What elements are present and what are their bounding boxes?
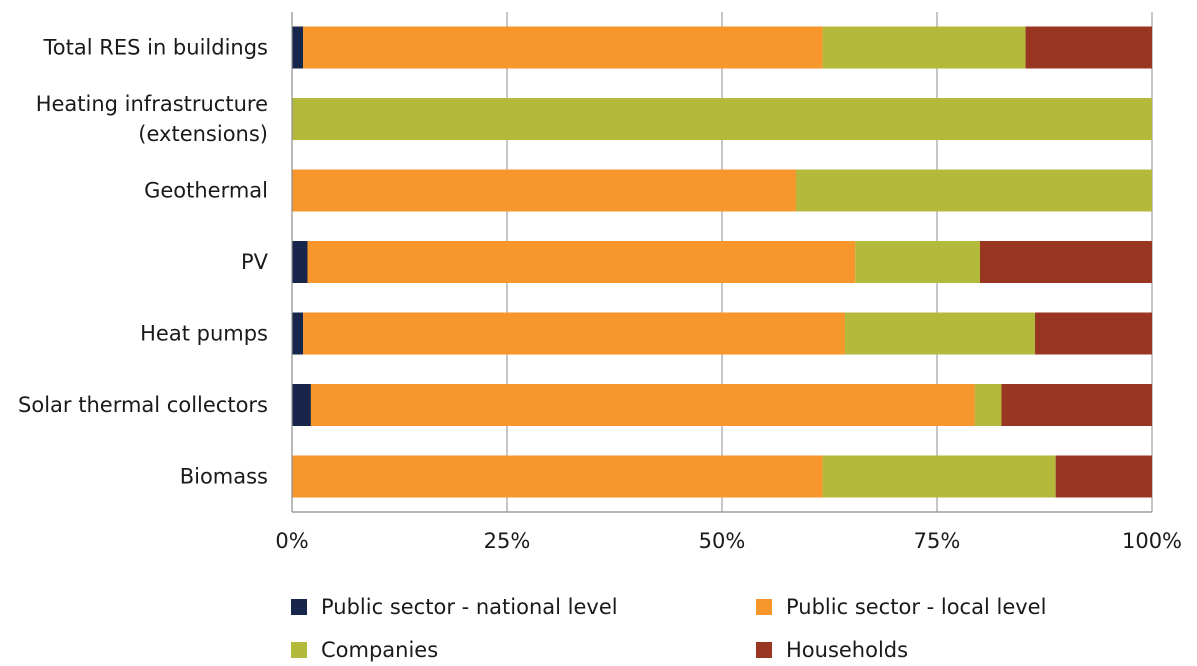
bar-heat-pumps-public-sector-local-level — [303, 312, 845, 355]
category-label-biomass: Biomass — [180, 465, 268, 489]
category-label-solar-thermal-collectors: Solar thermal collectors — [18, 393, 268, 417]
bar-pv-companies — [855, 241, 980, 283]
category-label-heating-infrastructure-extensions-line-1: Heating infrastructure — [36, 92, 268, 116]
legend-label-public-sector-national-level: Public sector - national level — [321, 595, 618, 619]
x-tick-label-100: 100% — [1122, 529, 1182, 553]
category-label-heating-infrastructure-extensions-line-2: (extensions) — [138, 122, 268, 146]
x-tick-label-0: 0% — [275, 529, 308, 553]
bar-solar-thermal-collectors-public-sector-national-level — [292, 384, 311, 426]
bar-biomass-companies — [822, 455, 1056, 498]
bar-total-res-in-buildings-public-sector-local-level — [303, 26, 823, 69]
bar-solar-thermal-collectors-public-sector-local-level — [310, 384, 975, 426]
bar-heat-pumps-public-sector-national-level — [292, 312, 304, 355]
legend-swatch-public-sector-local-level — [756, 599, 772, 615]
legend-swatch-households — [756, 642, 772, 658]
bar-total-res-in-buildings-households — [1025, 26, 1152, 69]
bar-total-res-in-buildings-public-sector-national-level — [292, 26, 304, 69]
bar-heating-infrastructure-extensions-companies — [292, 98, 1152, 140]
bar-heat-pumps-companies — [844, 312, 1036, 355]
bar-pv-households — [980, 241, 1152, 283]
bar-geothermal-public-sector-local-level — [292, 169, 796, 212]
bar-solar-thermal-collectors-households — [1001, 384, 1152, 426]
category-label-pv: PV — [241, 250, 269, 274]
x-tick-label-50: 50% — [699, 529, 746, 553]
bar-geothermal-companies — [795, 169, 1152, 212]
category-label-total-res-in-buildings: Total RES in buildings — [43, 36, 268, 60]
legend-swatch-companies — [291, 642, 307, 658]
bar-biomass-households — [1055, 455, 1152, 498]
bar-pv-public-sector-local-level — [307, 241, 856, 283]
bar-solar-thermal-collectors-companies — [974, 384, 1002, 426]
category-label-geothermal: Geothermal — [144, 179, 268, 203]
category-label-heat-pumps: Heat pumps — [140, 322, 268, 346]
bar-pv-public-sector-national-level — [292, 241, 308, 283]
bar-total-res-in-buildings-companies — [822, 26, 1026, 69]
legend-label-companies: Companies — [321, 638, 438, 662]
bar-heat-pumps-households — [1035, 312, 1152, 355]
legend-label-households: Households — [786, 638, 908, 662]
x-tick-label-75: 75% — [914, 529, 961, 553]
legend-swatch-public-sector-national-level — [291, 599, 307, 615]
x-tick-label-25: 25% — [484, 529, 531, 553]
bar-biomass-public-sector-local-level — [292, 455, 823, 498]
legend-label-public-sector-local-level: Public sector - local level — [786, 595, 1046, 619]
